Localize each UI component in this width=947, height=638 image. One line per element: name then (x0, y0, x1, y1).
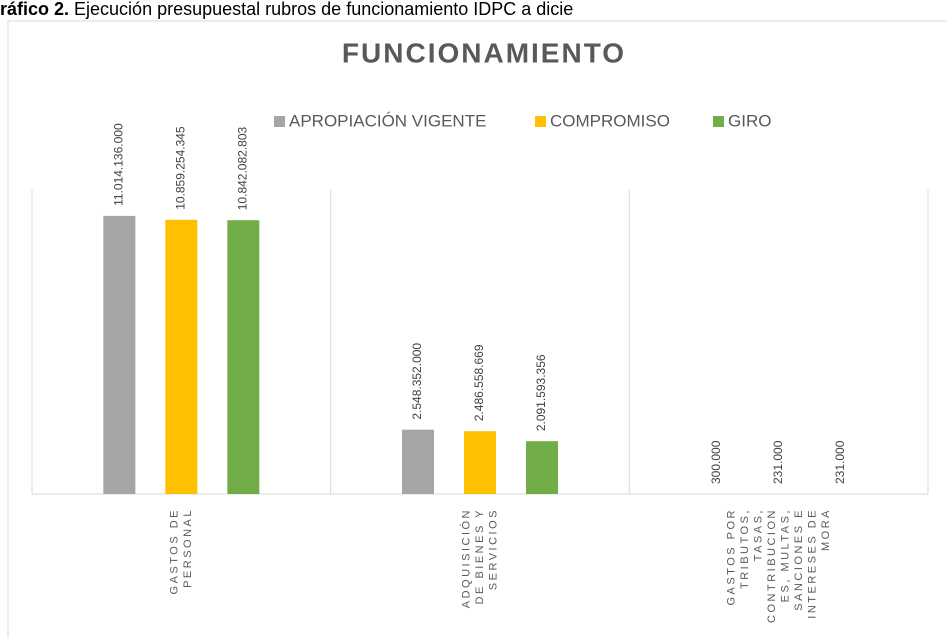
x-tick-line: SERVICIOS (487, 508, 499, 590)
legend-swatch (274, 116, 285, 127)
x-tick-line: GASTOS DE (168, 508, 180, 594)
bar (526, 441, 558, 494)
value-label: 11.014.136.000 (112, 123, 126, 206)
x-tick-line: ADQUISICIÓN (459, 508, 472, 608)
legend-label: GIRO (728, 111, 771, 130)
value-label: 10.859.254.345 (174, 126, 188, 210)
bar (227, 220, 260, 494)
value-label: 2.486.558.669 (472, 344, 486, 421)
x-tick-label: GASTOS POR TRIBUTOS, TASAS, CONTRIBUCION ES,… (725, 508, 832, 623)
caption-text: Ejecución presupuestal rubros de funcion… (74, 0, 573, 19)
caption-label: ráfico 2. (0, 0, 69, 19)
value-label: 2.091.593.356 (534, 354, 548, 431)
x-tick-line: ES, MULTAS, (779, 508, 791, 602)
chart-title: FUNCIONAMIENTO (342, 37, 626, 68)
x-tick-line: CONTRIBUCION (766, 508, 778, 623)
x-tick-label: ADQUISICIÓN DE BIENES Y SERVICIOS (459, 508, 499, 608)
legend-label: APROPIACIÓN VIGENTE (289, 111, 486, 130)
x-tick-line: INTERESES DE (806, 508, 818, 619)
x-tick-line: DE BIENES Y (474, 508, 486, 604)
legend-swatch (713, 116, 724, 127)
value-label: 300.000 (709, 440, 723, 484)
x-tick-line: TASAS, (752, 508, 764, 561)
bar (402, 429, 434, 494)
x-tick-label: GASTOS DE PERSONAL (168, 508, 194, 594)
bar (103, 215, 136, 494)
x-tick-line: TRIBUTOS, (739, 508, 751, 589)
value-label: 10.842.082.803 (236, 126, 250, 210)
legend-swatch (535, 116, 546, 127)
caption: ráfico 2. Ejecución presupuestal rubros d… (0, 0, 573, 19)
x-tick-line: SANCIONES E (793, 508, 805, 611)
chart-border (7, 20, 947, 638)
value-label: 231.000 (833, 440, 847, 484)
bar (165, 219, 198, 494)
x-tick-line: GASTOS POR (725, 508, 737, 606)
x-tick-line: PERSONAL (182, 508, 194, 588)
value-label: 231.000 (771, 440, 785, 484)
legend-label: COMPROMISO (550, 111, 670, 130)
value-label: 2.548.352.000 (410, 343, 424, 420)
x-tick-line: MORA (820, 508, 832, 551)
bar (464, 431, 496, 494)
